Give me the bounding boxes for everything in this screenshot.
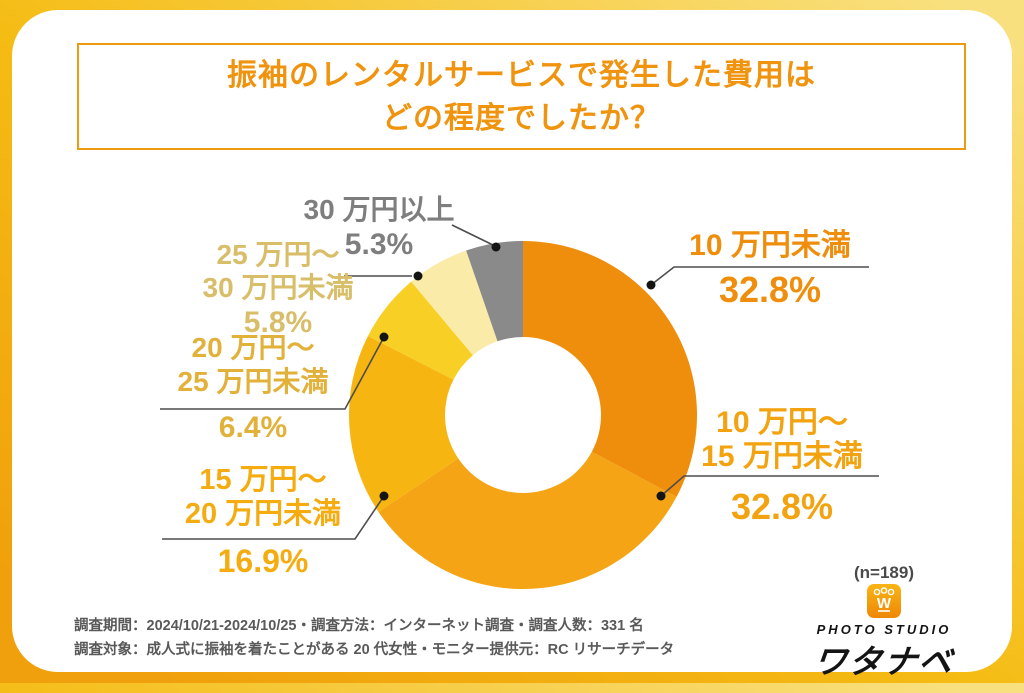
callout-20-25: 20 万円〜 25 万円未満 6.4% [178,331,329,445]
callout-15-20: 15 万円〜 20 万円未満 16.9% [185,463,341,578]
title-box: 振袖のレンタルサービスで発生した費用は どの程度でしたか？ [77,43,966,150]
survey-notes: 調査期間：2024/10/21-2024/10/25・調査方法：インターネット調… [74,614,674,662]
callout-label: 10 万円〜 [716,406,848,439]
donut-segment-5 [466,241,523,342]
crown-monogram-graphic: W [873,587,895,612]
leader-dots [379,242,666,501]
callout-under-10: 10 万円未満 32.8% [689,229,851,310]
callout-label: 25 万円未満 [177,366,329,397]
donut-segments [348,241,697,589]
leader-dot-20-25 [379,332,389,342]
callout-value: 32.8% [718,269,822,310]
page-title-line2: どの程度でしたか？ [382,101,661,135]
brand-logo: W PHOTO STUDIO ワタナベ [774,584,994,683]
leader-dot-25-30 [413,271,423,281]
brand-name: ワタナベ [811,643,956,680]
leader-dot-10-15 [656,491,666,501]
donut-segment-0 [523,241,697,497]
callout-label: 25 万円〜 [216,239,340,270]
callout-value: 6.4% [218,411,288,444]
callout-10-15: 10 万円〜 15 万円未満 32.8% [701,406,863,527]
page-title-line1: 振袖のレンタルサービスで発生した費用は [227,58,816,92]
sample-size-label: (n=189) [854,563,914,582]
callout-value: 16.9% [217,543,309,579]
callout-value: 5.3% [344,228,414,261]
survey-note-line1: 調査期間：2024/10/21-2024/10/25・調査方法：インターネット調… [74,618,644,634]
watanabe-crown-icon: W [867,584,901,618]
donut-segment-2 [348,336,459,512]
callout-25-30: 25 万円〜 30 万円未満 5.8% [203,238,354,339]
brand-subtitle: PHOTO STUDIO [816,622,952,637]
callout-label: 10 万円未満 [689,229,851,262]
content-card: 振袖のレンタルサービスで発生した費用は どの程度でしたか？ [12,10,1012,680]
callout-over-30: 30 万円以上 5.3% [304,193,455,261]
leader-line-over-30 [451,224,494,246]
svg-text:W: W [877,595,892,612]
donut-segment-4 [411,250,498,356]
callout-value: 5.8% [243,306,313,339]
callout-label: 20 万円未満 [184,498,342,530]
donut-segment-1 [378,451,677,589]
leader-dot-under-10 [646,280,656,290]
leader-dot-15-20 [379,491,389,501]
donut-segment-3 [367,281,473,380]
leader-dot-over-30 [491,242,501,252]
survey-note-line2: 調査対象：成人式に振袖を着たことがある 20 代女性・モニター提供元：RC リサ… [74,642,675,658]
callout-label: 30 万円以上 [303,194,455,225]
callout-label: 15 万円〜 [199,464,327,496]
callout-label: 15 万円未満 [701,440,863,473]
callout-value: 32.8% [730,486,834,527]
callout-label: 20 万円〜 [191,332,315,363]
callout-label: 30 万円未満 [202,272,354,303]
